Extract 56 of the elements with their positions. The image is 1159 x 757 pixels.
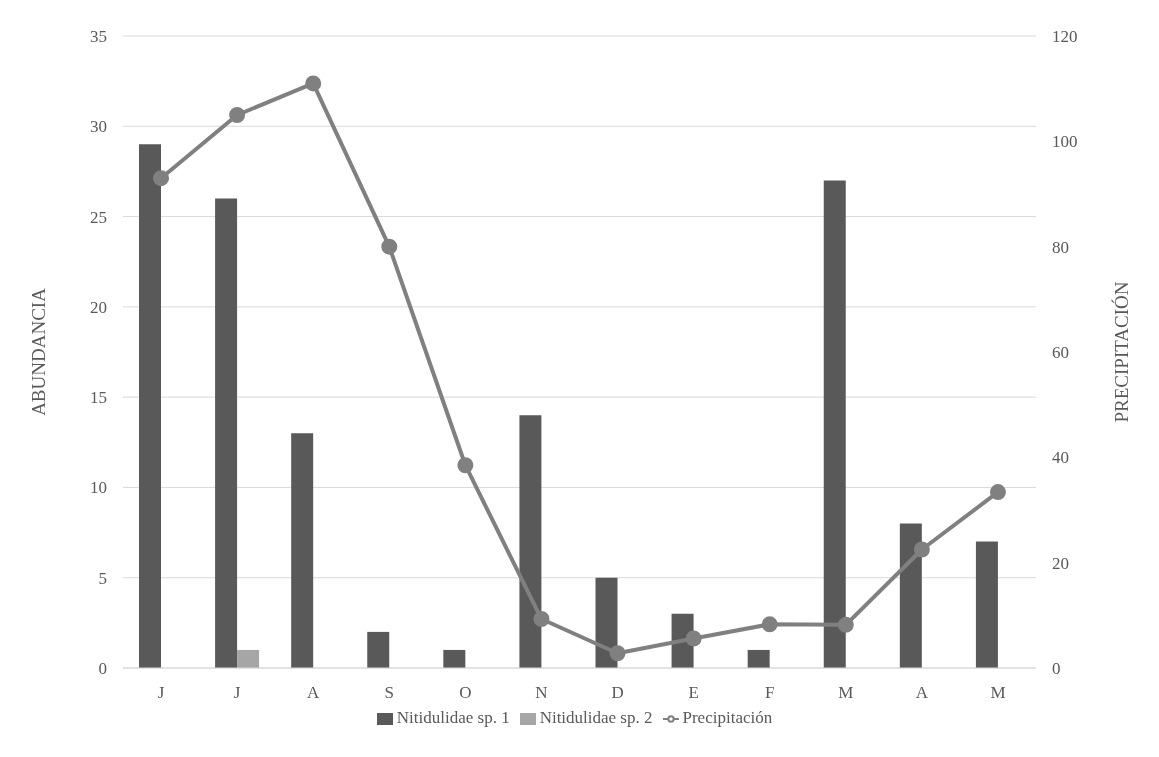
- y2-tick-label: 60: [1052, 343, 1069, 363]
- x-tick-label: A: [915, 683, 929, 703]
- point: [381, 238, 398, 255]
- bar: [139, 144, 161, 668]
- x-tick-label: O: [459, 683, 472, 703]
- bar: [215, 198, 238, 668]
- bar: [975, 541, 998, 668]
- legend-label: Precipitación: [682, 708, 773, 727]
- point: [609, 645, 626, 662]
- bar: [443, 649, 466, 668]
- point: [761, 616, 778, 633]
- x-tick-label: J: [233, 683, 241, 703]
- y-axis-title: ABUNDANCIA: [27, 287, 49, 416]
- point: [989, 484, 1006, 501]
- y2-tick-label: 40: [1052, 448, 1069, 468]
- y2-tick-label: 20: [1052, 553, 1069, 573]
- x-tick-label: F: [764, 683, 775, 703]
- point: [837, 616, 854, 633]
- legend-label: Nitidulidae sp. 1: [396, 708, 510, 727]
- y2-axis-title: PRECIPITACIÓN: [1110, 281, 1132, 423]
- point: [153, 170, 170, 187]
- x-tick-label: A: [307, 683, 321, 703]
- y-tick-label: 25: [90, 207, 107, 227]
- y2-tick-label: 100: [1052, 132, 1078, 152]
- y-tick-label: 30: [90, 117, 107, 137]
- x-tick-label: M: [838, 683, 854, 703]
- point: [229, 107, 246, 123]
- y-tick-label: 0: [98, 659, 107, 679]
- point: [913, 541, 930, 558]
- bar: [519, 415, 542, 668]
- bar: [595, 577, 618, 668]
- x-tick-label: J: [157, 683, 165, 703]
- point: [685, 630, 702, 647]
- legend-label: Nitidulidae sp. 2: [539, 708, 653, 727]
- y-tick-label: 35: [90, 27, 107, 47]
- bar: [367, 631, 390, 668]
- point: [533, 611, 550, 628]
- y-tick-label: 10: [90, 478, 107, 498]
- y2-tick-label: 120: [1052, 27, 1078, 47]
- point: [457, 457, 474, 474]
- y-tick-label: 20: [90, 297, 107, 317]
- bar: [237, 649, 260, 668]
- y2-tick-label: 0: [1052, 659, 1061, 679]
- y-tick-label: 5: [98, 568, 107, 588]
- y-tick-label: 15: [90, 388, 107, 408]
- bar: [899, 523, 922, 668]
- bar: [747, 649, 770, 668]
- x-tick-label: M: [990, 683, 1006, 703]
- x-tick-label: D: [611, 683, 624, 703]
- x-tick-label: S: [384, 683, 395, 703]
- x-tick-label: E: [688, 683, 699, 703]
- y2-tick-label: 80: [1052, 237, 1069, 257]
- bar: [291, 433, 314, 668]
- x-tick-label: N: [535, 683, 548, 703]
- point: [305, 75, 322, 92]
- bar: [823, 180, 846, 668]
